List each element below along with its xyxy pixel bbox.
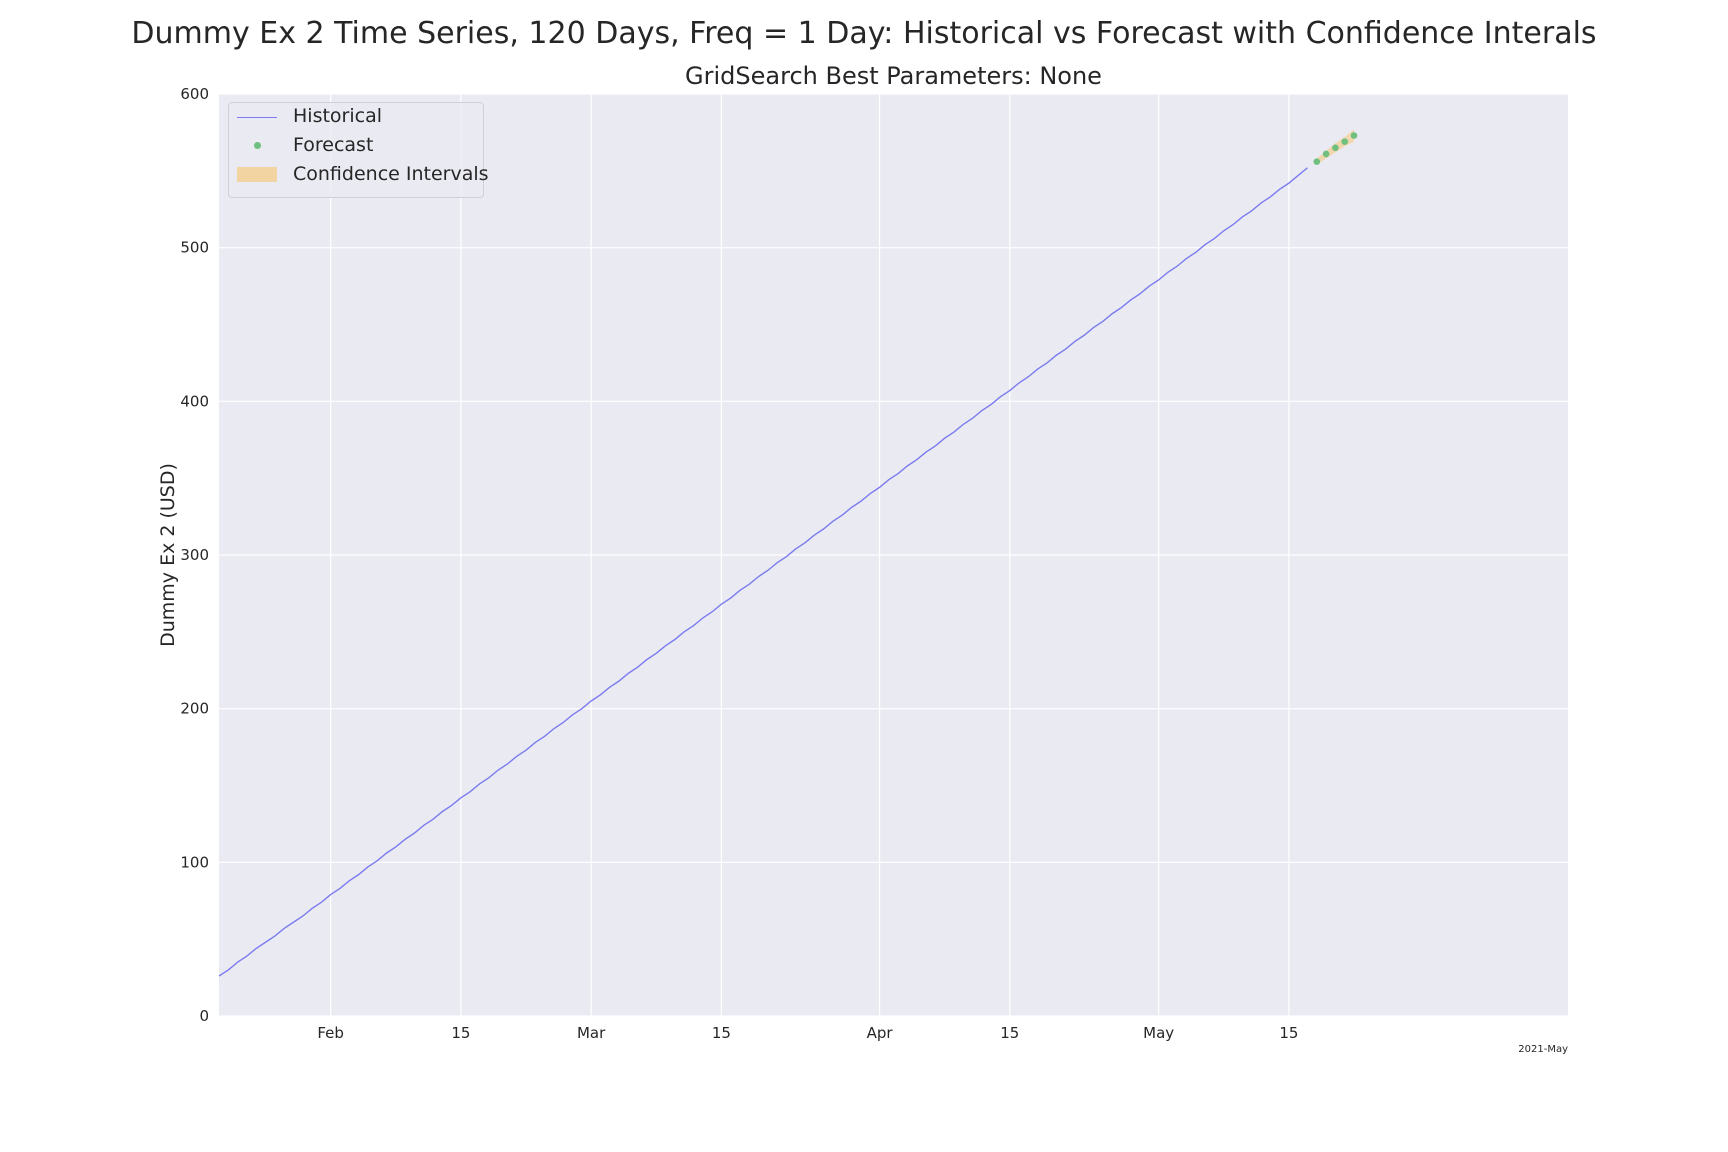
forecast-point	[1322, 150, 1330, 158]
x-tick-label: Apr	[867, 1024, 894, 1042]
legend-label-forecast: Forecast	[293, 134, 374, 156]
legend-item-confidence: Confidence Intervals	[229, 161, 489, 189]
y-tick-label: 400	[180, 392, 209, 410]
legend: Historical Forecast Confidence Intervals	[228, 102, 489, 198]
x-tick-label: Mar	[577, 1024, 606, 1042]
forecast-point	[1313, 158, 1321, 165]
forecast-point	[1332, 144, 1339, 152]
y-tick-label: 600	[180, 85, 209, 103]
x-tick-labels: Feb 15 Mar 15 Apr 15 May 15	[317, 1024, 1298, 1042]
y-axis-label: Dummy Ex 2 (USD)	[157, 463, 179, 647]
legend-label-historical: Historical	[293, 105, 382, 127]
x-tick-label: 15	[1279, 1024, 1298, 1042]
forecast-layer	[1313, 132, 1358, 165]
y-tick-label: 200	[180, 700, 209, 718]
x-tick-label: May	[1143, 1024, 1174, 1042]
historical-layer	[218, 167, 1308, 977]
x-tick-label: 15	[451, 1024, 470, 1042]
legend-swatch-historical	[237, 117, 277, 118]
legend-item-forecast: Forecast	[229, 132, 483, 160]
x-axis-year-label: 2021-May	[1518, 1044, 1568, 1055]
x-tick-label: Feb	[317, 1024, 344, 1042]
y-gridlines	[219, 93, 1568, 1017]
y-tick-label: 100	[180, 853, 209, 871]
x-tick-label: 15	[712, 1024, 731, 1042]
y-tick-labels: 0 100 200 300 400 500 600	[180, 85, 209, 1025]
y-tick-label: 0	[199, 1007, 209, 1025]
legend-label-confidence: Confidence Intervals	[293, 163, 489, 185]
chart-subtitle: GridSearch Best Parameters: None	[685, 62, 1102, 90]
forecast-point	[1350, 132, 1358, 139]
legend-item-historical: Historical	[229, 103, 483, 131]
historical-line	[218, 167, 1308, 977]
y-tick-label: 500	[180, 239, 209, 257]
forecast-point	[1341, 138, 1349, 145]
y-tick-label: 300	[180, 546, 209, 564]
legend-swatch-forecast	[254, 142, 261, 149]
chart-title: Dummy Ex 2 Time Series, 120 Days, Freq =…	[131, 16, 1597, 51]
x-tick-label: 15	[1000, 1024, 1019, 1042]
legend-swatch-confidence	[237, 167, 277, 182]
